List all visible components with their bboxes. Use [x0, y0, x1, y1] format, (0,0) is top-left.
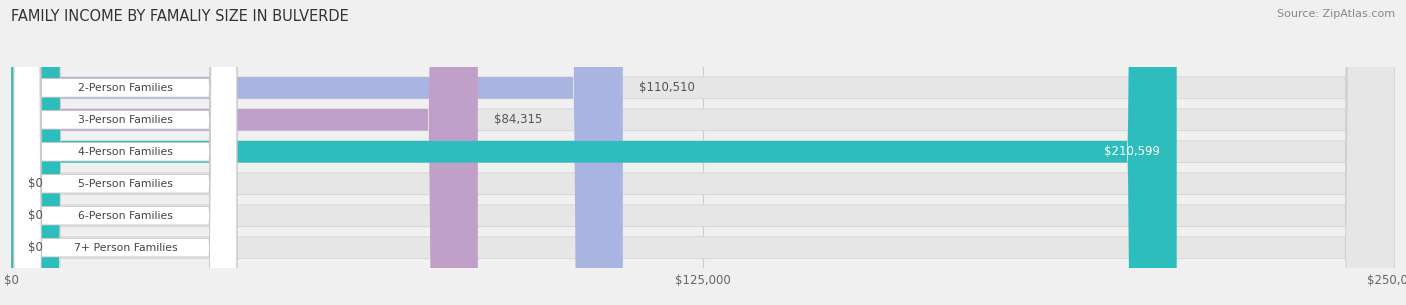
Text: Source: ZipAtlas.com: Source: ZipAtlas.com — [1277, 9, 1395, 19]
FancyBboxPatch shape — [11, 0, 1395, 305]
FancyBboxPatch shape — [11, 0, 478, 305]
Text: $210,599: $210,599 — [1104, 145, 1160, 158]
FancyBboxPatch shape — [11, 0, 1395, 305]
FancyBboxPatch shape — [14, 0, 236, 305]
Text: 3-Person Families: 3-Person Families — [77, 115, 173, 125]
FancyBboxPatch shape — [11, 0, 1395, 305]
Text: $110,510: $110,510 — [640, 81, 696, 94]
FancyBboxPatch shape — [11, 0, 1395, 305]
FancyBboxPatch shape — [11, 0, 1177, 305]
Text: 2-Person Families: 2-Person Families — [77, 83, 173, 93]
FancyBboxPatch shape — [14, 0, 236, 305]
Text: $0: $0 — [28, 177, 42, 190]
Text: 7+ Person Families: 7+ Person Families — [73, 243, 177, 253]
FancyBboxPatch shape — [14, 0, 236, 305]
Text: $84,315: $84,315 — [495, 113, 543, 126]
FancyBboxPatch shape — [11, 0, 1395, 305]
Text: FAMILY INCOME BY FAMALIY SIZE IN BULVERDE: FAMILY INCOME BY FAMALIY SIZE IN BULVERD… — [11, 9, 349, 24]
Text: $0: $0 — [28, 241, 42, 254]
Text: 5-Person Families: 5-Person Families — [77, 179, 173, 189]
FancyBboxPatch shape — [14, 0, 236, 305]
Text: $0: $0 — [28, 209, 42, 222]
FancyBboxPatch shape — [11, 0, 1395, 305]
FancyBboxPatch shape — [14, 0, 236, 305]
FancyBboxPatch shape — [11, 0, 623, 305]
Text: 4-Person Families: 4-Person Families — [77, 147, 173, 157]
FancyBboxPatch shape — [14, 0, 236, 305]
Text: 6-Person Families: 6-Person Families — [77, 211, 173, 221]
